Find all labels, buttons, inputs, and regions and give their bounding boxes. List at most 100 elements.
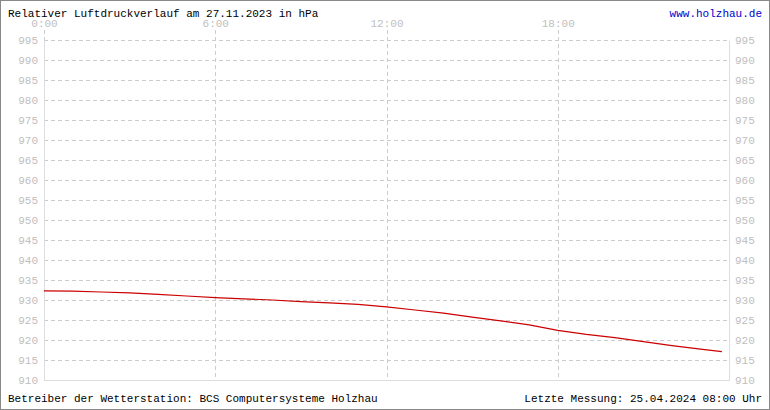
grid-line [44,240,729,241]
tick: 955 [18,195,44,207]
tick: 18:00 [542,18,575,30]
tick: 980 [729,95,755,107]
tick: 915 [18,355,44,367]
tick-label: 960 [735,175,755,187]
tick-label: 950 [735,215,755,227]
tick: 995 [729,35,755,47]
tick: 925 [18,315,44,327]
tick: 980 [18,95,44,107]
axis-line [44,41,45,381]
tick-label: 940 [18,255,38,267]
tick-label: 955 [18,195,38,207]
footer-left: Betreiber der Wetterstation: BCS Compute… [8,393,378,405]
frame [1,1,770,410]
tick: 950 [729,215,755,227]
tick-label: 915 [735,355,755,367]
grid-line [558,30,559,380]
tick: 955 [729,195,755,207]
axis-line [45,30,730,31]
tick-label: 955 [735,195,755,207]
grid-line [44,220,729,221]
tick-label: 930 [735,295,755,307]
plot [44,291,722,352]
tick: 990 [729,55,755,67]
tick: 970 [729,135,755,147]
tick: 935 [729,275,755,287]
tick-label: 985 [735,75,755,87]
tick-label: 935 [735,275,755,287]
tick: 975 [729,115,755,127]
tick: 925 [729,315,755,327]
tick: 930 [18,295,44,307]
grid-line [44,360,729,361]
tick-label: 935 [18,275,38,287]
x-axis-bottom [45,380,730,381]
tick: 945 [18,235,44,247]
tick: 915 [729,355,755,367]
tick: 940 [18,255,44,267]
chart: 910 915 920 925 930 935 940 945 950 955 960 965 970 9… [0,0,770,410]
tick-label: 930 [18,295,38,307]
tick-label: 910 [735,375,755,387]
tick: 920 [18,335,44,347]
grid-line [44,120,729,121]
tick: 910 [729,375,755,387]
axis-line [729,41,730,381]
tick: 985 [18,75,44,87]
data-line [44,291,722,352]
tick-label: 945 [735,235,755,247]
tick-label: 940 [735,255,755,267]
tick-label: 945 [18,235,38,247]
tick-label: 925 [735,315,755,327]
tick: 975 [18,115,44,127]
grid-line [44,160,729,161]
grid [44,30,729,381]
tick: 990 [18,55,44,67]
grid-line [44,300,729,301]
tick-label: 990 [735,55,755,67]
title: Relativer Luftdruckverlauf am 27.11.2023… [8,8,319,20]
link[interactable]: www.holzhau.de [670,8,762,20]
tick-label: 980 [735,95,755,107]
tick-label: 920 [18,335,38,347]
tick-label: 965 [735,155,755,167]
tick: 935 [18,275,44,287]
tick-label: 990 [18,55,38,67]
grid-line [44,320,729,321]
tick-label: 920 [735,335,755,347]
tick: 940 [729,255,755,267]
tick-label: 995 [735,35,755,47]
tick-label: 925 [18,315,38,327]
tick-label: 950 [18,215,38,227]
grid-line [44,340,729,341]
tick-label: 12:00 [370,18,403,30]
tick: 965 [729,155,755,167]
tick: 920 [729,335,755,347]
tick-label: 965 [18,155,38,167]
tick: 945 [729,235,755,247]
tick-label: 970 [18,135,38,147]
grid-line [44,80,729,81]
y-axis-right: 910 915 920 925 930 935 940 945 950 955 960 965 970 9… [729,35,755,387]
tick-label: 970 [735,135,755,147]
grid-line [215,30,216,380]
tick: 960 [18,175,44,187]
grid-line [44,40,729,41]
tick: 950 [18,215,44,227]
tick-label: 910 [18,375,38,387]
grid-line [44,100,729,101]
grid-line [44,260,729,261]
tick-label: 975 [735,115,755,127]
grid-line [44,380,729,381]
tick-label: 980 [18,95,38,107]
footer-right: Letzte Messung: 25.04.2024 08:00 Uhr [524,393,762,405]
tick: 985 [729,75,755,87]
tick-label: 975 [18,115,38,127]
tick: 12:00 [370,18,403,30]
grid-line [387,30,388,380]
grid-line [44,180,729,181]
grid-line [44,60,729,61]
tick: 965 [18,155,44,167]
tick-label: 985 [18,75,38,87]
tick: 930 [729,295,755,307]
